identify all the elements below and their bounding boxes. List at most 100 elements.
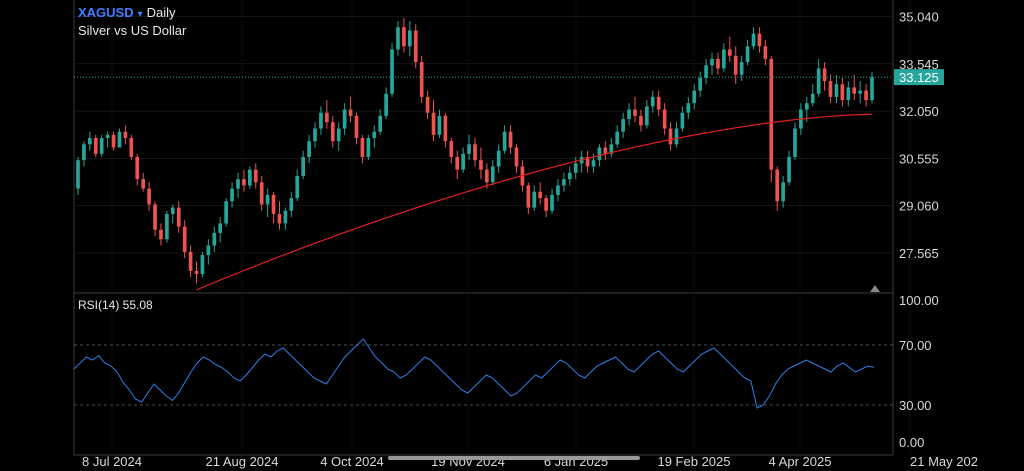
candle xyxy=(769,55,774,183)
last-price-tag xyxy=(894,69,944,86)
candle xyxy=(242,169,246,192)
candle-body xyxy=(366,138,371,157)
candle xyxy=(455,150,460,180)
candle-body xyxy=(727,49,732,56)
candle xyxy=(479,147,483,180)
candle xyxy=(271,191,276,224)
horizontal-scrollbar xyxy=(388,456,640,460)
candle xyxy=(609,138,614,157)
candle-body xyxy=(828,81,833,97)
candle-body xyxy=(609,144,614,154)
candle-body xyxy=(793,128,797,157)
candle xyxy=(105,131,110,148)
candle xyxy=(360,134,365,164)
candle xyxy=(378,109,383,135)
candle-body xyxy=(259,182,264,205)
candle-body xyxy=(307,141,311,157)
candle xyxy=(722,43,726,72)
candle xyxy=(176,201,181,233)
candle xyxy=(502,125,507,154)
candle xyxy=(289,191,294,218)
candle-body xyxy=(550,194,554,211)
candle xyxy=(277,201,282,230)
candle xyxy=(325,100,329,129)
candle xyxy=(218,217,223,243)
candle xyxy=(816,58,821,97)
candle xyxy=(443,112,448,148)
candle xyxy=(603,141,608,161)
symbol-header[interactable]: XAGUSD ▾ Daily xyxy=(78,5,176,20)
candle-body xyxy=(763,46,768,59)
candle-body xyxy=(733,55,738,75)
candle-body xyxy=(769,58,774,170)
candle xyxy=(336,122,341,151)
candle xyxy=(674,122,679,148)
candle-body xyxy=(556,185,560,195)
candle xyxy=(751,27,756,50)
candle-body xyxy=(668,128,673,145)
candle xyxy=(810,84,815,107)
candle-body xyxy=(230,188,234,202)
candle xyxy=(431,100,436,142)
candle-body xyxy=(236,179,240,189)
candle xyxy=(585,150,590,173)
candle-body xyxy=(82,144,86,161)
candle-body xyxy=(716,58,720,69)
candle-body xyxy=(313,128,317,142)
candle xyxy=(668,122,673,151)
candle xyxy=(159,223,163,246)
candle-body xyxy=(129,138,134,157)
candle xyxy=(508,125,513,154)
candle xyxy=(698,71,702,97)
candle-body xyxy=(212,232,217,246)
candle-body xyxy=(485,169,489,183)
rsi-tick-label: 100.00 xyxy=(899,293,939,308)
timeframe-label[interactable]: Daily xyxy=(146,5,176,20)
candle xyxy=(99,134,104,157)
candle-body xyxy=(248,169,252,186)
candle xyxy=(621,112,625,139)
candle-body xyxy=(170,207,175,214)
candle-body xyxy=(532,191,537,208)
candle-body xyxy=(301,156,305,176)
candle-body xyxy=(159,229,163,240)
candle-body xyxy=(757,33,762,47)
candle xyxy=(135,153,140,186)
candle xyxy=(739,55,744,82)
symbol-label[interactable]: XAGUSD xyxy=(78,5,134,20)
candle xyxy=(532,185,537,211)
candle-body xyxy=(289,198,294,211)
candle xyxy=(514,144,519,173)
candle xyxy=(864,84,868,107)
candle xyxy=(704,58,708,85)
scroll-marker-icon xyxy=(870,285,880,292)
candle xyxy=(680,106,685,132)
candle-body xyxy=(176,207,181,227)
candle-body xyxy=(775,169,780,202)
candle xyxy=(313,122,317,148)
candle-body xyxy=(722,49,726,69)
candle xyxy=(645,100,649,129)
candle-body xyxy=(467,144,471,154)
candle xyxy=(485,163,489,189)
candle-body xyxy=(502,131,507,151)
candle-body xyxy=(538,191,543,199)
candle xyxy=(852,74,857,101)
candle-body xyxy=(751,33,756,47)
candle xyxy=(396,20,400,56)
candle xyxy=(538,182,543,205)
candle xyxy=(425,90,430,120)
candle xyxy=(650,90,655,113)
candle xyxy=(366,134,371,161)
candle xyxy=(419,55,424,104)
candle xyxy=(567,166,572,186)
symbol-dropdown-icon[interactable]: ▾ xyxy=(137,9,143,20)
candle-body xyxy=(473,144,477,161)
candle xyxy=(473,138,477,167)
candle xyxy=(437,109,442,139)
candle-body xyxy=(858,90,862,94)
candle xyxy=(870,71,874,104)
candle-body xyxy=(224,201,228,224)
candle-body xyxy=(692,90,697,104)
